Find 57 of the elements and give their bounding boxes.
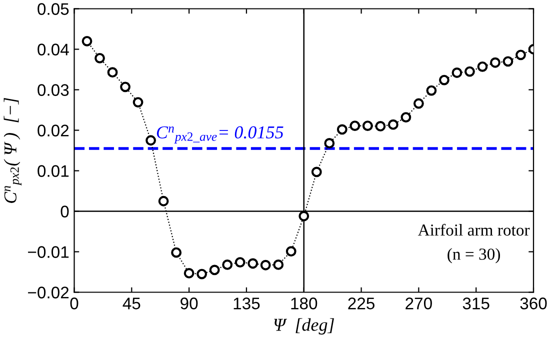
point: [311, 166, 322, 178]
point: [502, 56, 514, 67]
point: [146, 135, 156, 146]
y-tick-label: 0.02: [38, 124, 69, 136]
y-tick-label: 0.04: [38, 44, 69, 56]
point: [452, 68, 462, 78]
point: [260, 260, 271, 270]
x-tick-label: 270: [406, 298, 432, 310]
annotation: Airfoil arm rotor: [418, 224, 530, 236]
point: [490, 57, 500, 68]
y-tick-label: 0: [60, 206, 69, 218]
point: [413, 98, 424, 109]
x-tick-label: 0: [70, 298, 78, 310]
x-tick-label: 90: [180, 298, 198, 310]
point: [516, 50, 526, 60]
y-axis-title: C$^{n}$$_{px2}$( Ψ ) [−]: [4, 98, 22, 203]
point: [324, 138, 335, 148]
y-tick-label: 0.03: [38, 84, 69, 96]
point: [400, 112, 412, 122]
x-tick-label: 180: [291, 298, 318, 310]
point: [477, 61, 488, 72]
annotation: (n = 30): [448, 248, 500, 264]
point: [171, 247, 182, 258]
x-tick-label: 135: [234, 298, 260, 310]
point: [158, 196, 169, 206]
point: [375, 120, 386, 132]
y-tick-label: 0.05: [38, 3, 69, 15]
point: [438, 74, 450, 86]
x-tick-label: 45: [122, 298, 140, 310]
point: [120, 82, 130, 92]
point: [350, 120, 360, 132]
point: [426, 85, 437, 96]
x-axis-title: Ψ [deg]: [274, 318, 334, 335]
y-tick-label: −0.02: [28, 286, 69, 298]
point: [196, 268, 208, 280]
x-tick-label: 225: [348, 298, 374, 310]
point: [209, 264, 220, 276]
point: [388, 119, 398, 130]
point: [362, 120, 373, 132]
point: [248, 258, 258, 269]
point: [222, 260, 233, 270]
y-tick-label: 0.01: [38, 165, 69, 177]
x-tick-label: 315: [462, 298, 490, 310]
point: [273, 260, 284, 270]
point: [82, 36, 92, 46]
point: [107, 67, 118, 78]
x-tick-label: 360: [520, 298, 547, 310]
point: [234, 257, 246, 268]
point: [132, 97, 144, 108]
point: [94, 52, 105, 64]
point: [286, 246, 296, 257]
y-tick-label: −0.01: [28, 246, 69, 258]
ref-line-label: C$^{n}$$_{px2_ave}$= 0.0155: [156, 126, 284, 144]
point: [298, 210, 310, 222]
point: [184, 268, 194, 278]
point: [464, 66, 475, 77]
point: [336, 124, 348, 135]
